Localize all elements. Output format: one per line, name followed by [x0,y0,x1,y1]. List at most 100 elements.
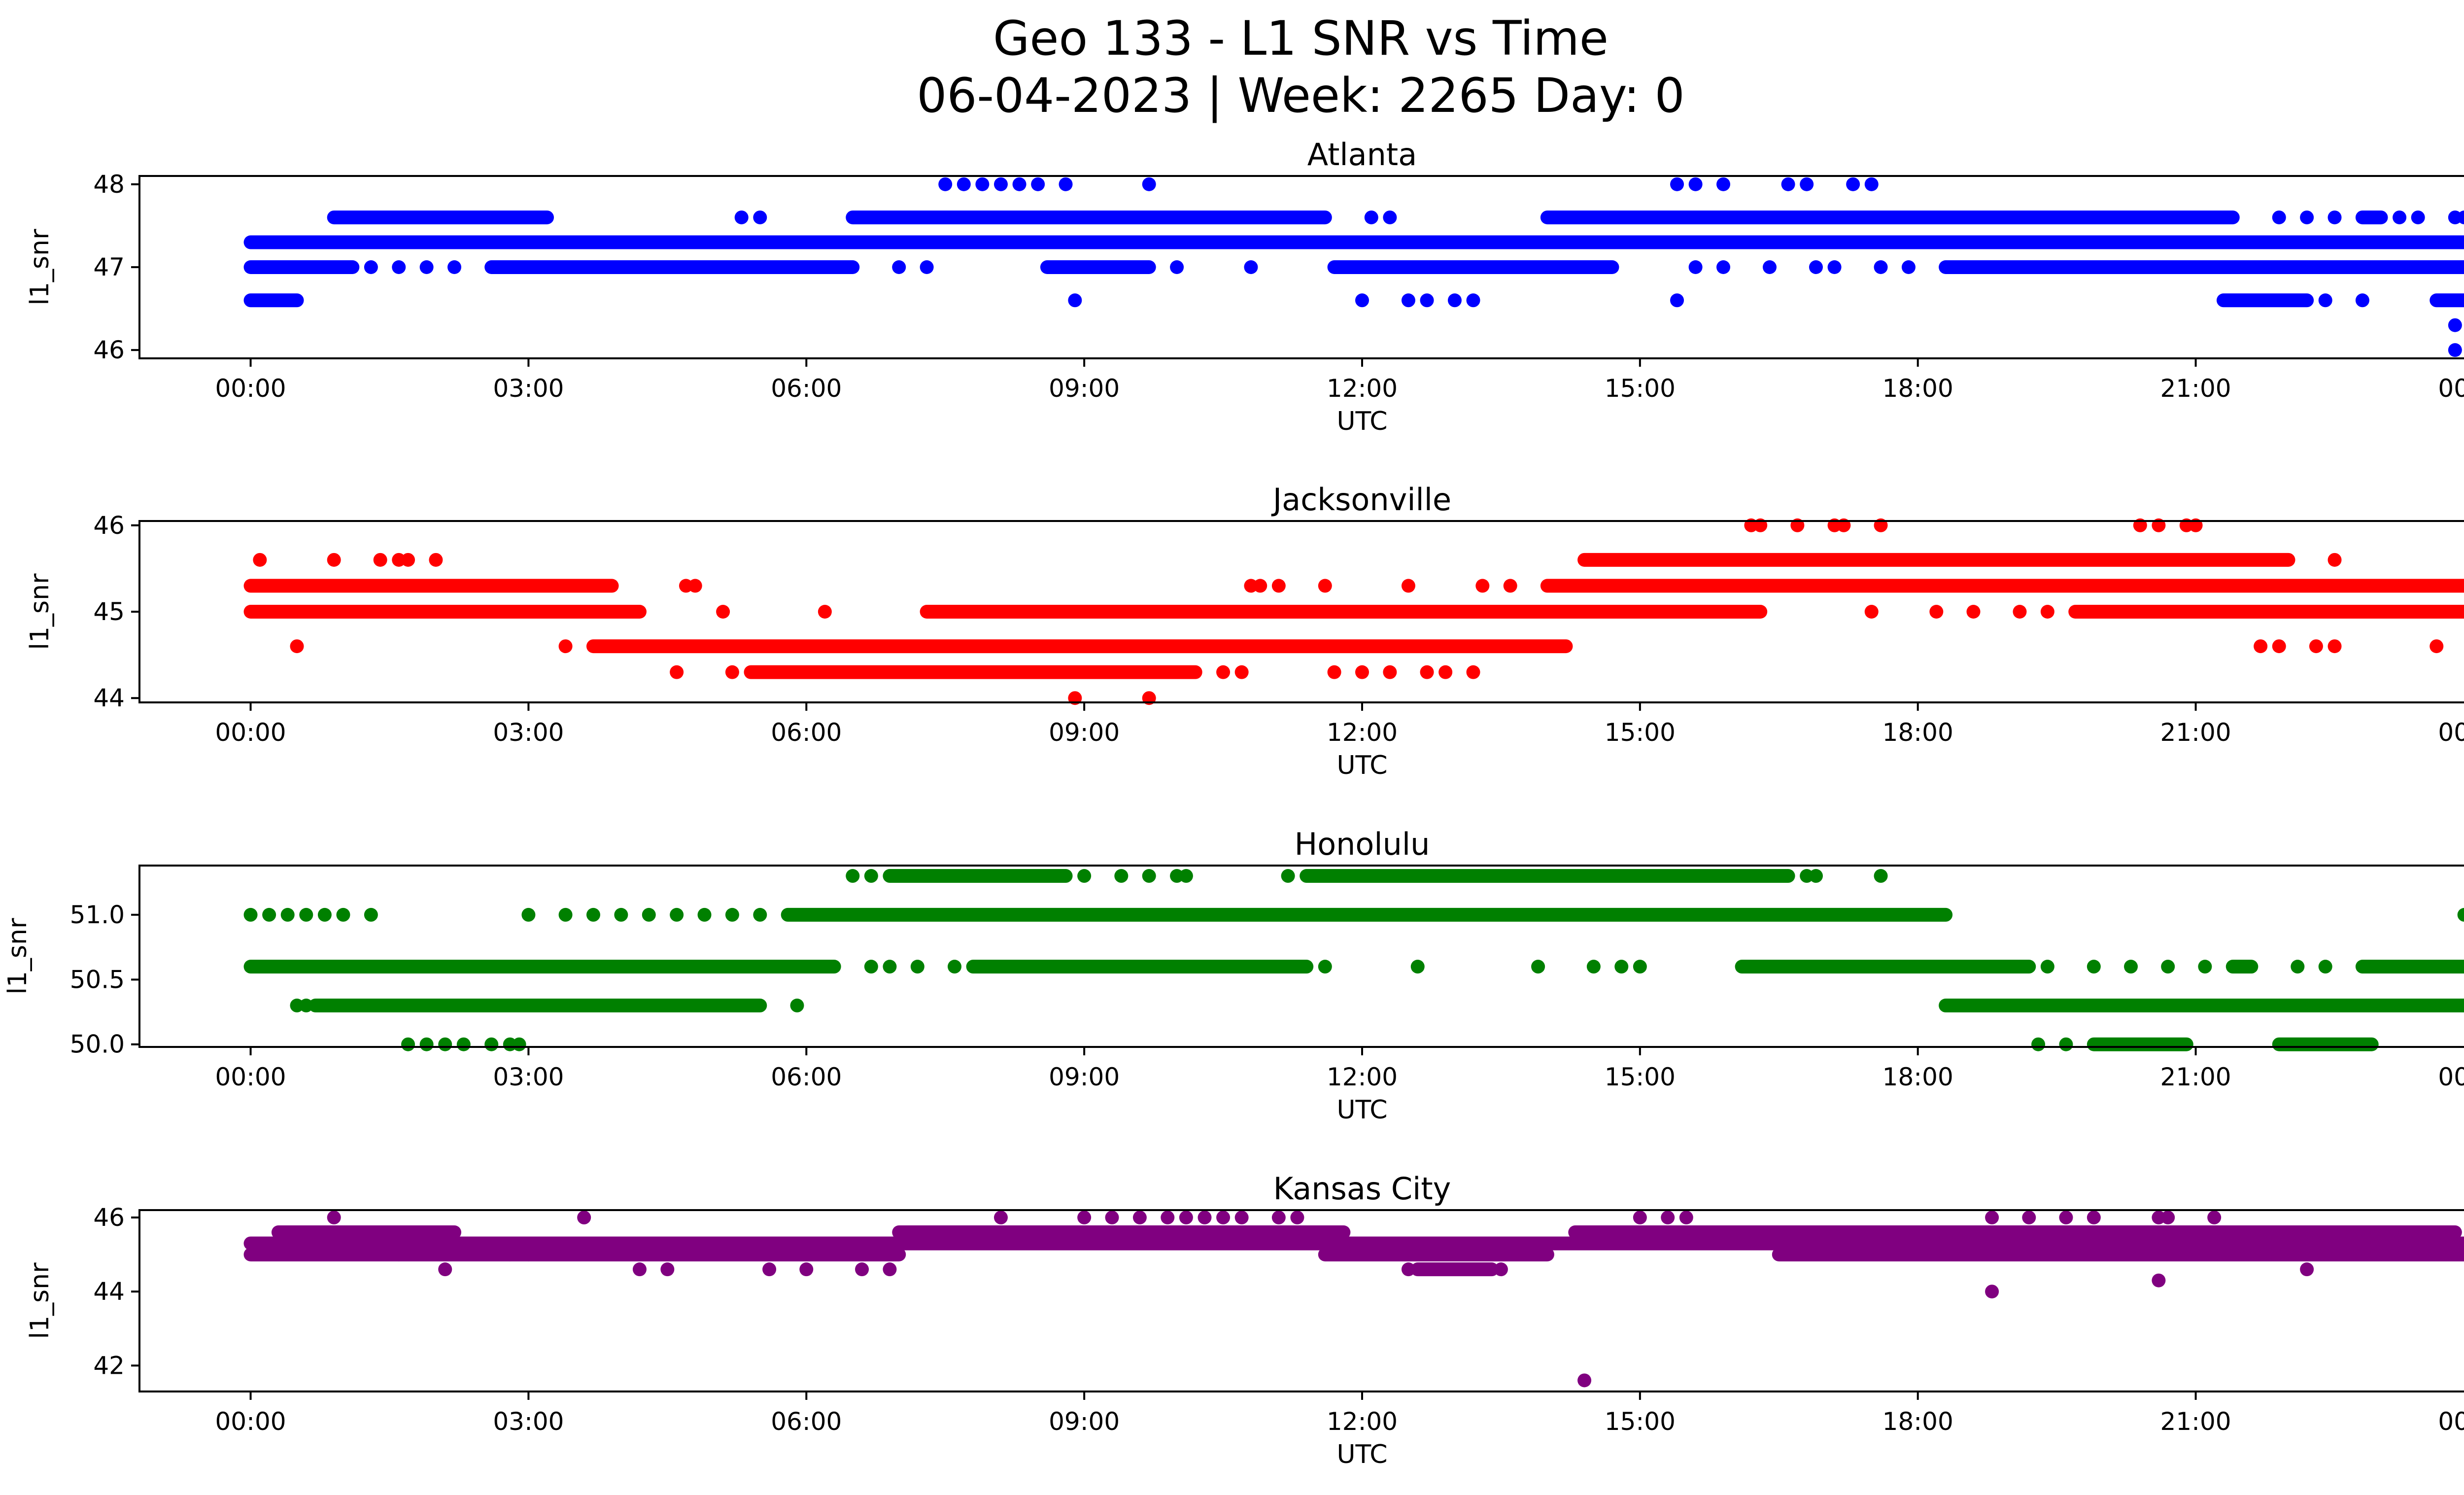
point-run [1939,260,2464,274]
x-tick-label: 03:00 [493,718,564,747]
x-tick-label: 09:00 [1049,718,1120,747]
data-point [883,960,897,974]
chart-panel-2: Honolulu 00:00 03:00 06:00 09:00 12:00 15:00 18… [3,826,2464,1125]
data-point [1383,665,1397,679]
data-point [1447,293,1462,308]
y-tick-label: 50.0 [70,1030,125,1059]
data-point [1401,1262,1415,1277]
x-tick-label: 06:00 [771,1063,842,1091]
data-point [1012,177,1027,191]
data-point [892,260,906,274]
x-tick-label: 18:00 [1882,374,1953,403]
point-run [2272,1037,2379,1051]
data-point [846,869,860,883]
data-point [1466,665,1480,679]
figure-title: Geo 133 - L1 SNR vs Time 06-04-2023 | We… [0,10,2464,124]
point-run [2068,605,2464,619]
y-axis-label: l1_snr [3,918,33,995]
data-point [1874,260,1888,274]
data-point [1383,210,1397,225]
data-point [1364,210,1378,225]
data-point [910,960,924,974]
data-point [1688,177,1703,191]
data-point [1827,260,1842,274]
data-point [1318,579,1332,593]
data-point [1670,293,1684,308]
data-point [364,907,378,922]
data-point [660,1262,675,1277]
x-tick-label: 15:00 [1605,1063,1676,1091]
data-point [1985,1285,1999,1299]
y-tick-label: 50.5 [70,965,125,994]
subplot-title: Jacksonville [1271,482,1451,518]
x-tick-label: 12:00 [1327,718,1398,747]
subplot-title: Kansas City [1273,1171,1451,1207]
x-tick-label: 12:00 [1327,374,1398,403]
data-point [753,907,767,922]
point-run [327,210,554,225]
data-point [1355,293,1369,308]
data-point [1068,293,1082,308]
data-point [1800,177,1814,191]
data-point [1179,869,1193,883]
point-run [920,605,1768,619]
x-tick-label: 03:00 [493,1407,564,1436]
data-point [2327,210,2342,225]
point-run [2430,293,2464,308]
data-point [2161,960,2175,974]
data-point [2300,1262,2314,1277]
data-point [1929,605,1944,619]
y-tick-label: 48 [93,170,125,199]
data-point [614,907,628,922]
data-point [364,260,378,274]
point-run [846,210,1332,225]
data-point [336,907,350,922]
data-point [2124,960,2138,974]
point-run [1300,869,1795,883]
x-tick-label: 21:00 [2160,374,2231,403]
data-point [1401,579,1415,593]
data-point [1170,260,1184,274]
data-point [1401,293,1415,308]
y-tick-label: 44 [93,684,125,712]
x-axis-label: UTC [1336,1095,1387,1125]
data-point [2040,960,2054,974]
data-point [429,553,443,567]
point-run [243,605,647,619]
x-tick-label: 00:00 [2438,1407,2464,1436]
data-point [1864,177,1879,191]
data-point [503,1248,517,1262]
data-point [1161,1211,1175,1225]
x-tick-label: 06:00 [771,374,842,403]
data-point [253,553,267,567]
point-run [243,260,360,274]
data-point [1503,579,1517,593]
data-point [948,960,961,974]
data-point [2457,210,2464,225]
point-run [243,579,619,593]
data-point [1410,960,1425,974]
data-point [2291,960,2305,974]
data-point [2355,293,2369,308]
point-run [1410,1262,1499,1277]
data-point [1142,869,1156,883]
data-point [521,1248,536,1262]
data-point [762,1262,777,1277]
x-tick-label: 21:00 [2160,718,2231,747]
data-point [1475,579,1490,593]
data-point [1716,177,1731,191]
chart-panel-3: Kansas City 00:00 03:00 06:00 09:00 12:00 15:0… [25,1171,2464,1469]
data-point [1355,665,1369,679]
data-point [1716,260,1731,274]
data-point [1198,1211,1212,1225]
data-point [2448,318,2462,332]
figure-title-line1: Geo 133 - L1 SNR vs Time [993,11,1608,66]
point-run [1040,260,1156,274]
data-point [2152,1273,2166,1287]
data-point [1114,869,1129,883]
point-run [1939,998,2464,1012]
data-point [1846,177,1860,191]
data-point [521,907,536,922]
data-point [1105,1211,1119,1225]
